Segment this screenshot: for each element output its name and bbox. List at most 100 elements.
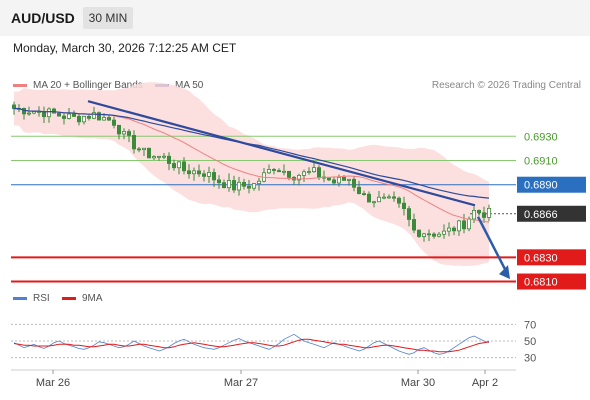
candle-body — [276, 170, 281, 173]
candle-body — [176, 161, 181, 169]
rsi-legend-label: RSI — [33, 293, 50, 304]
candle-body — [107, 117, 112, 121]
timeframe-button[interactable]: 30 MIN — [83, 7, 133, 29]
candle-body — [356, 186, 361, 195]
forecast-arrow-head — [499, 265, 510, 280]
candle-body — [281, 170, 286, 173]
candle-body — [67, 113, 72, 119]
rsi-line — [13, 333, 490, 355]
candle-body — [26, 112, 31, 115]
candle-body — [286, 170, 291, 178]
candle-body — [406, 208, 411, 220]
candle-body — [166, 155, 171, 164]
time-axis: Mar 26 Mar 27 Mar 30 Apr 2 — [11, 369, 516, 389]
candle-body — [236, 181, 241, 191]
candle-body — [461, 220, 466, 230]
rsi-ma-legend-swatch — [62, 297, 76, 300]
candle-body — [196, 170, 201, 175]
candle-body — [336, 176, 341, 184]
price-badges-layer: 0.6930 0.6910 0.6890 0.6866 0.6830 0.6810 — [517, 131, 586, 290]
rsi-panel: 70 50 30 — [11, 319, 536, 365]
candle-body — [301, 171, 306, 176]
candle-body — [206, 172, 211, 177]
candle-body — [436, 233, 441, 237]
trendline-layer — [87, 100, 510, 280]
time-tick-label: Mar 30 — [401, 377, 435, 389]
candle-body — [231, 180, 236, 191]
candle-body — [346, 178, 351, 181]
candle-body — [62, 115, 67, 119]
candle-body — [117, 124, 122, 135]
candle-body — [92, 112, 97, 119]
rsi-tick-label: 30 — [524, 353, 536, 365]
candle-body — [341, 176, 346, 181]
candle-body — [131, 135, 136, 150]
candle-body — [351, 178, 356, 188]
candle-body — [421, 233, 426, 237]
candle-body — [401, 202, 406, 210]
candle-body — [486, 208, 491, 218]
candle-body — [391, 196, 396, 199]
candle-body — [416, 229, 421, 237]
candle-body — [186, 170, 191, 175]
candle-body — [72, 113, 77, 117]
candle-body — [52, 108, 57, 114]
candle-body — [371, 201, 376, 204]
candle-body — [47, 108, 52, 118]
candle-body — [156, 155, 161, 158]
time-tick-label: Mar 26 — [36, 377, 70, 389]
price-badge-label: 0.6830 — [524, 252, 558, 264]
rsi-legend-swatch — [13, 297, 27, 300]
candle-body — [366, 193, 371, 203]
price-badge — [517, 176, 586, 193]
candle-body — [146, 147, 151, 159]
ma50-legend-label: MA 50 — [175, 80, 204, 91]
candle-body — [181, 161, 186, 172]
time-tick-label: Apr 2 — [472, 377, 498, 389]
chart-header: AUD/USD 30 MIN — [0, 0, 590, 36]
candle-body — [431, 233, 436, 237]
candle-body — [82, 115, 87, 123]
candle-body — [201, 173, 206, 177]
candle-body — [426, 233, 431, 236]
candle-body — [306, 171, 311, 174]
candle-body — [151, 156, 156, 159]
candle-body — [211, 172, 216, 181]
price-badge — [517, 249, 586, 266]
candle-body — [221, 182, 226, 189]
candle-body — [456, 220, 461, 232]
time-tick-label: Mar 27 — [224, 377, 258, 389]
candle-body — [316, 167, 321, 178]
candle-body — [376, 196, 381, 203]
candles-layer — [11, 101, 491, 242]
candle-body — [112, 119, 117, 126]
candle-body — [251, 183, 256, 189]
price-badge — [517, 273, 586, 290]
candle-body — [77, 116, 82, 123]
candle-body — [441, 230, 446, 235]
candle-body — [476, 210, 481, 214]
candle-body — [226, 180, 231, 189]
forecast-arrow-shaft — [476, 216, 509, 274]
candle-body — [127, 131, 132, 136]
ma20-legend-label: MA 20 + Bollinger Bands — [33, 80, 143, 91]
candle-body — [331, 179, 336, 184]
trendline — [87, 100, 476, 207]
candle-body — [481, 212, 486, 218]
resistance-label: 0.6930 — [524, 131, 558, 143]
candle-body — [171, 163, 176, 169]
ma20-legend-swatch — [13, 84, 27, 87]
candle-body — [396, 197, 401, 204]
datetime-label: Monday, March 30, 2026 7:12:25 AM CET — [13, 41, 237, 55]
candle-body — [136, 148, 141, 151]
candle-body — [191, 170, 196, 175]
candle-body — [21, 108, 26, 115]
candle-body — [141, 147, 146, 151]
candle-body — [32, 111, 37, 114]
symbol-label: AUD/USD — [11, 10, 75, 26]
candle-body — [102, 117, 107, 121]
price-badge — [517, 205, 586, 222]
candle-body — [466, 218, 471, 230]
candle-body — [271, 169, 276, 171]
